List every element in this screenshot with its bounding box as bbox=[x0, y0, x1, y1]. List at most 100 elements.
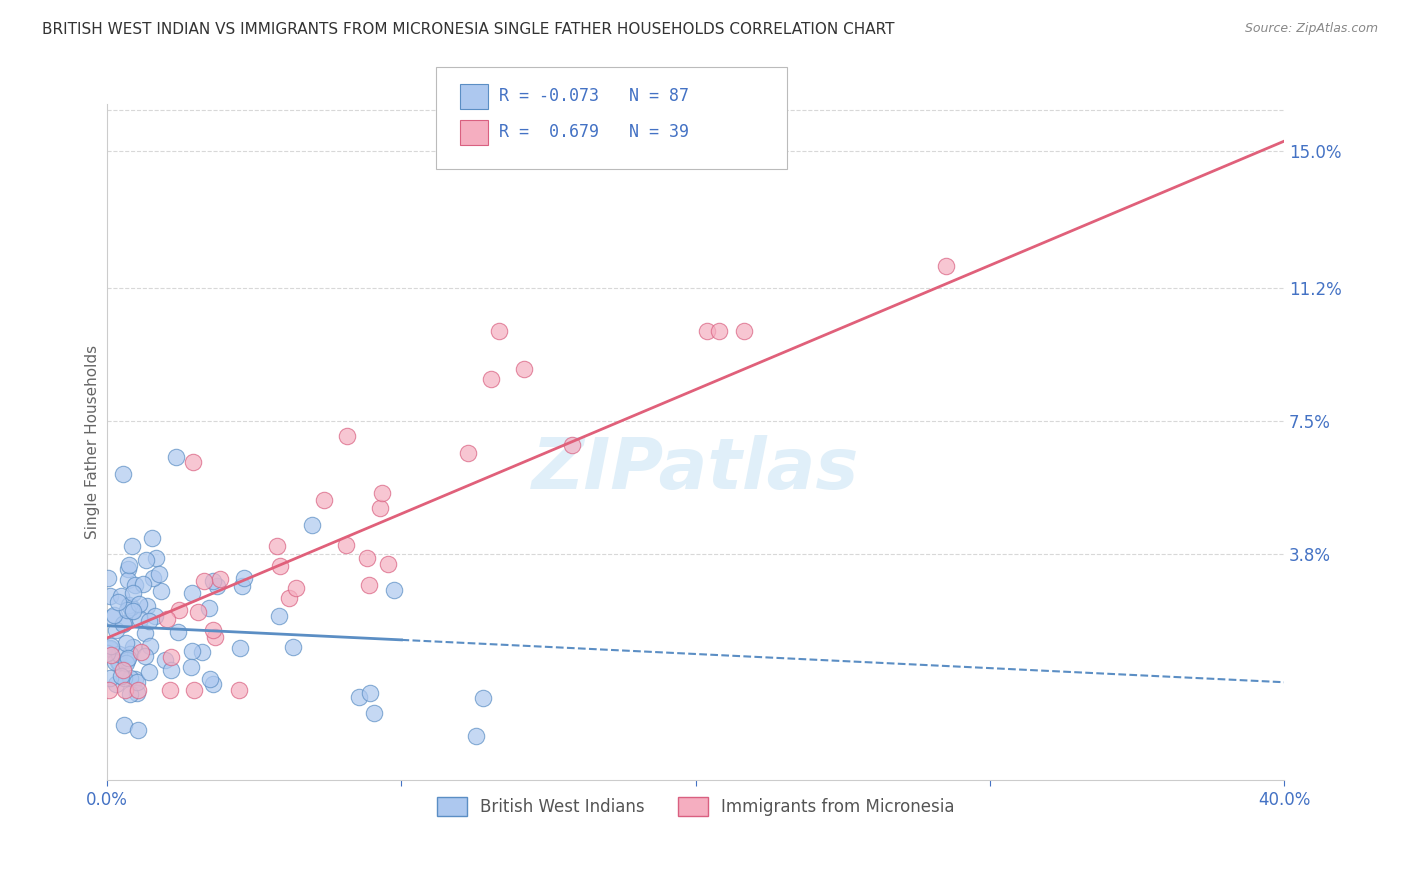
Point bbox=[118, 671, 141, 685]
Point bbox=[135, 552, 157, 566]
Point bbox=[159, 683, 181, 698]
Point bbox=[166, 625, 188, 640]
Point bbox=[138, 614, 160, 628]
Point bbox=[285, 581, 308, 595]
Point bbox=[190, 645, 212, 659]
Point bbox=[98, 671, 121, 685]
Point bbox=[198, 601, 221, 615]
Point bbox=[112, 615, 135, 630]
Point bbox=[267, 609, 290, 624]
Point bbox=[336, 429, 359, 443]
Point bbox=[181, 585, 204, 599]
Point bbox=[202, 574, 225, 588]
Point bbox=[120, 600, 142, 615]
Point bbox=[115, 652, 138, 666]
Point bbox=[111, 467, 134, 481]
Point bbox=[143, 609, 166, 624]
Point bbox=[100, 639, 122, 653]
Point bbox=[471, 691, 494, 706]
Point bbox=[160, 650, 183, 665]
Point bbox=[148, 567, 170, 582]
Text: BRITISH WEST INDIAN VS IMMIGRANTS FROM MICRONESIA SINGLE FATHER HOUSEHOLDS CORRE: BRITISH WEST INDIAN VS IMMIGRANTS FROM M… bbox=[42, 22, 894, 37]
Point bbox=[127, 686, 149, 700]
Point bbox=[356, 550, 378, 565]
Y-axis label: Single Father Households: Single Father Households bbox=[86, 345, 100, 540]
Point bbox=[160, 664, 183, 678]
Point bbox=[181, 644, 204, 658]
Point bbox=[561, 438, 583, 452]
Point bbox=[187, 605, 209, 619]
Point bbox=[129, 645, 152, 659]
Point bbox=[696, 324, 718, 338]
Point bbox=[359, 686, 381, 700]
Point bbox=[283, 640, 305, 655]
Point bbox=[127, 683, 149, 698]
Point bbox=[231, 579, 253, 593]
Point bbox=[183, 683, 205, 698]
Point bbox=[100, 648, 122, 662]
Point bbox=[357, 578, 380, 592]
Point bbox=[107, 655, 129, 669]
Point bbox=[98, 641, 121, 656]
Point bbox=[105, 677, 128, 691]
Point bbox=[488, 324, 510, 338]
Point bbox=[115, 636, 138, 650]
Point bbox=[112, 717, 135, 731]
Point bbox=[112, 671, 135, 685]
Point bbox=[377, 558, 399, 572]
Point bbox=[335, 538, 357, 552]
Point bbox=[122, 605, 145, 619]
Point bbox=[97, 571, 120, 585]
Point bbox=[208, 572, 231, 586]
Point bbox=[180, 660, 202, 674]
Point bbox=[110, 669, 132, 683]
Point bbox=[205, 579, 228, 593]
Point bbox=[229, 640, 252, 655]
Point bbox=[115, 657, 138, 671]
Point bbox=[141, 532, 163, 546]
Point bbox=[134, 625, 156, 640]
Point bbox=[128, 597, 150, 611]
Point bbox=[382, 582, 405, 597]
Point bbox=[121, 539, 143, 553]
Point bbox=[127, 723, 149, 737]
Point bbox=[935, 259, 957, 273]
Point bbox=[707, 324, 730, 338]
Point bbox=[233, 571, 256, 585]
Point bbox=[120, 648, 142, 662]
Point bbox=[124, 672, 146, 686]
Point bbox=[114, 683, 136, 698]
Point bbox=[127, 675, 149, 690]
Point bbox=[112, 617, 135, 632]
Point bbox=[153, 653, 176, 667]
Point bbox=[98, 641, 121, 656]
Point bbox=[103, 607, 125, 622]
Point bbox=[104, 655, 127, 669]
Point bbox=[117, 651, 139, 665]
Point bbox=[193, 574, 215, 588]
Point bbox=[204, 630, 226, 644]
Point bbox=[145, 551, 167, 566]
Point bbox=[138, 665, 160, 680]
Point bbox=[347, 690, 370, 704]
Point bbox=[479, 372, 502, 386]
Point bbox=[128, 612, 150, 626]
Point bbox=[110, 589, 132, 603]
Point bbox=[112, 664, 135, 678]
Point bbox=[118, 558, 141, 572]
Point bbox=[142, 571, 165, 585]
Point bbox=[98, 589, 121, 603]
Point bbox=[101, 610, 124, 624]
Point bbox=[371, 486, 394, 500]
Point bbox=[132, 577, 155, 591]
Point bbox=[139, 639, 162, 653]
Point bbox=[96, 646, 118, 660]
Text: Source: ZipAtlas.com: Source: ZipAtlas.com bbox=[1244, 22, 1378, 36]
Point bbox=[363, 706, 385, 721]
Point bbox=[136, 599, 159, 614]
Point bbox=[733, 324, 755, 338]
Point bbox=[167, 603, 190, 617]
Point bbox=[301, 517, 323, 532]
Point bbox=[97, 683, 120, 698]
Point bbox=[183, 455, 205, 469]
